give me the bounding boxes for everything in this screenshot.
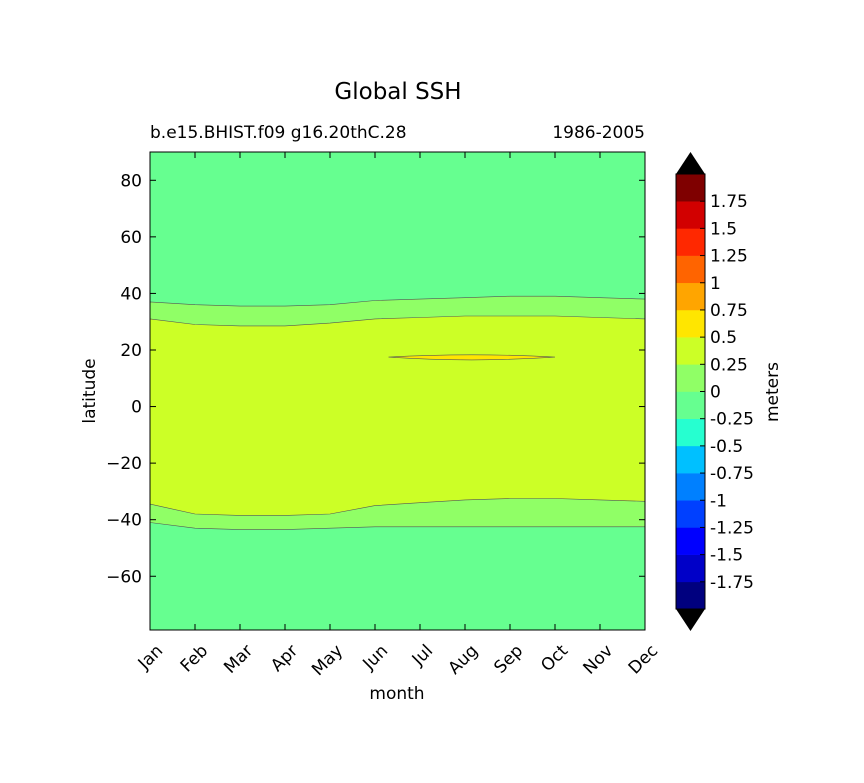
colorbar-extend-min: [676, 609, 705, 631]
x-tick-label: Sep: [490, 641, 527, 678]
colorbar-swatch: [676, 391, 705, 419]
colorbar-tick-label: -1.25: [710, 518, 754, 538]
y-tick-label: 20: [120, 341, 142, 361]
colorbar-swatch: [676, 554, 705, 583]
plot-frame: [149, 151, 646, 631]
x-tick-label: Jul: [408, 641, 437, 670]
x-axis-label: month: [369, 684, 424, 704]
colorbar-tick-label: 0: [710, 383, 721, 403]
contour-region-025-05: [150, 315, 645, 516]
x-tick-label: May: [308, 641, 347, 680]
x-tick-label: Jun: [359, 641, 393, 675]
plot-area: 80 60 40 20 0 −20 −40 −60 Jan Feb Mar Apr May Jun Jul…: [106, 151, 662, 680]
colorbar-tick-label: 0.75: [710, 301, 748, 321]
colorbar-swatch: [676, 282, 705, 311]
colorbar-swatch: [676, 500, 705, 528]
x-tick-label: Jan: [134, 641, 167, 674]
y-tick-label: −20: [106, 454, 142, 474]
colorbar-tick-label: 1.5: [710, 219, 737, 239]
colorbar-tick-label: 1.25: [710, 247, 748, 267]
y-tick-label: 60: [120, 228, 142, 248]
contour-region-05-075: [388, 354, 556, 361]
y-axis-label: latitude: [80, 358, 100, 423]
colorbar-tick-label: 1: [710, 274, 721, 294]
y-tick-label: −60: [106, 567, 142, 587]
x-tick-label: Nov: [580, 641, 618, 679]
colorbar-swatch: [676, 473, 705, 501]
colorbar-swatch: [676, 255, 705, 284]
y-tick-label: −40: [106, 511, 142, 531]
x-tick-label: Aug: [445, 641, 483, 679]
chart-subtitle-right: 1986-2005: [552, 123, 645, 143]
x-tick-label: Oct: [537, 641, 572, 676]
y-tick-label: 40: [120, 284, 142, 304]
colorbar-label: meters: [763, 362, 783, 422]
colorbar: -1.75 -1.5 -1.25 -1 -0.75 -0.5 -0.25 0 0.25 0.5 0.…: [675, 152, 754, 631]
x-tick-label: Apr: [267, 641, 302, 676]
colorbar-swatch: [676, 418, 705, 447]
colorbar-tick-label: -1.5: [710, 546, 743, 566]
colorbar-tick-label: -0.5: [710, 437, 743, 457]
colorbar-swatch: [676, 527, 705, 555]
y-tick-label: 80: [120, 171, 142, 191]
x-tick-label: Dec: [625, 641, 662, 678]
colorbar-tick-label: -1: [710, 491, 727, 511]
colorbar-swatch: [676, 445, 705, 474]
colorbar-swatch: [676, 309, 705, 338]
chart-title: Global SSH: [334, 79, 461, 105]
y-tick-label: 0: [131, 398, 142, 418]
colorbar-swatch: [676, 364, 705, 392]
colorbar-extend-max: [676, 152, 705, 174]
x-tick-label: Mar: [220, 641, 257, 678]
chart-subtitle-left: b.e15.BHIST.f09 g16.20thC.28: [150, 123, 407, 143]
contour-fill-group: [150, 152, 645, 630]
colorbar-tick-label: -0.25: [710, 410, 754, 430]
colorbar-swatch: [676, 581, 705, 610]
colorbar-swatch: [676, 201, 705, 229]
x-tick-label: Feb: [177, 641, 212, 676]
colorbar-tick-label: 0.5: [710, 328, 737, 348]
colorbar-swatch: [676, 337, 705, 365]
colorbar-tick-label: -1.75: [710, 573, 754, 593]
colorbar-tick-label: -0.75: [710, 464, 754, 484]
colorbar-swatch: [676, 228, 705, 256]
colorbar-swatch: [676, 174, 705, 202]
colorbar-tick-label: 0.25: [710, 355, 748, 375]
colorbar-tick-label: 1.75: [710, 192, 748, 212]
y-axis: 80 60 40 20 0 −20 −40 −60: [106, 171, 645, 587]
